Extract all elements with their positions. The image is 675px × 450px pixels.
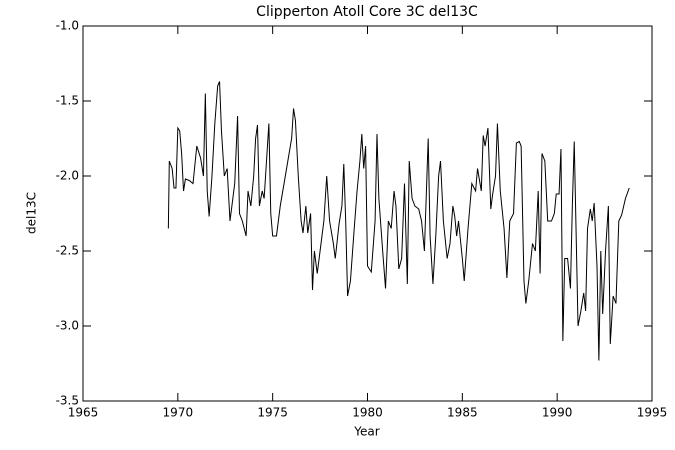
y-tick-label: -1.0	[56, 19, 79, 33]
y-tick-label: -3.0	[56, 319, 79, 333]
chart-title: Clipperton Atoll Core 3C del13C	[256, 4, 478, 20]
y-tick-label: -1.5	[56, 94, 79, 108]
y-axis-label: del13C	[25, 192, 39, 234]
x-tick-label: 1965	[68, 406, 99, 420]
x-axis-label: Year	[353, 425, 379, 439]
y-tick-label: -2.0	[56, 169, 79, 183]
y-tick-label: -2.5	[56, 244, 79, 258]
y-tick-label: -3.5	[56, 394, 79, 408]
x-tick-label: 1975	[257, 406, 288, 420]
data-line	[167, 81, 630, 361]
x-tick-label: 1995	[637, 406, 668, 420]
x-tick-label: 1990	[542, 406, 573, 420]
x-tick-label: 1970	[163, 406, 194, 420]
x-tick-label: 1985	[447, 406, 478, 420]
x-tick-label: 1980	[352, 406, 383, 420]
